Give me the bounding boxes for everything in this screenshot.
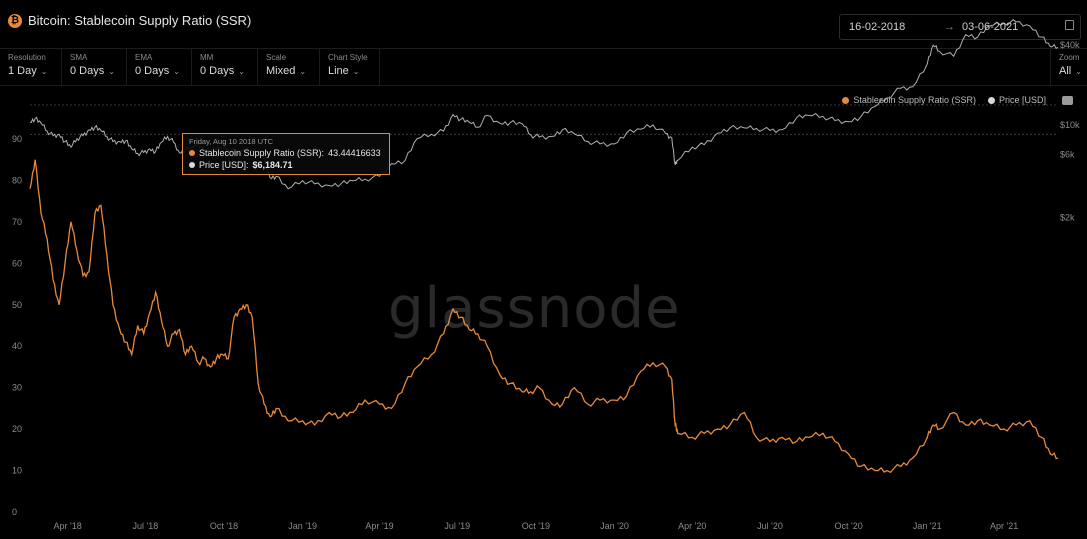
ssr-dot-icon [842, 96, 850, 104]
x-tick-label: Jul '19 [444, 521, 470, 531]
x-tick-label: Apr '21 [990, 521, 1018, 531]
legend-item-price[interactable]: Price [USD] [987, 95, 1046, 105]
x-tick-label: Oct '19 [522, 521, 550, 531]
chevron-down-icon: ⌄ [352, 67, 360, 76]
price-dot-icon [987, 96, 995, 104]
legend-label-price: Price [USD] [998, 95, 1046, 105]
chart-style-value: Line [328, 65, 349, 77]
x-tick-label: Oct '18 [210, 521, 238, 531]
x-axis: Apr '18 Jul '18 Oct '18 Jan '19 Apr '19 Jul '… [53, 521, 1018, 531]
x-tick-label: Apr '19 [365, 521, 393, 531]
tooltip-ssr-label: Stablecoin Supply Ratio (SSR): [199, 148, 325, 158]
date-to-field[interactable]: 03-06-2021 [962, 21, 1019, 33]
price-dot-icon [189, 162, 195, 168]
y-left-tick-label: 60 [12, 258, 22, 268]
resolution-value: 1 Day [8, 65, 37, 77]
resolution-label: Resolution [8, 53, 46, 62]
y-left-tick-label: 70 [12, 217, 22, 227]
chart-controls-bar: Resolution 1 Day ⌄ SMA 0 Days ⌄ EMA 0 Days… [0, 48, 1087, 86]
zoom-select[interactable]: Zoom All ⌄ [1050, 49, 1087, 85]
chart-header: ₿ Bitcoin: Stablecoin Supply Ratio (SSR)… [0, 0, 1087, 46]
watermark: glassnode [388, 276, 681, 341]
ema-label: EMA [135, 53, 153, 62]
tooltip-ssr-value: 43.44416633 [328, 148, 381, 158]
series-lines [29, 19, 1059, 474]
hover-tooltip: Friday, Aug 10 2018 UTC Stablecoin Suppl… [182, 133, 390, 175]
y-left-tick-label: 40 [12, 341, 22, 351]
y-right-tick-label: $40k [1060, 40, 1080, 50]
mm-label: MM [200, 53, 214, 62]
ssr-series-line[interactable] [29, 159, 1059, 474]
chart-style-select[interactable]: Chart Style Line ⌄ [320, 49, 380, 85]
sma-label: SMA [70, 53, 88, 62]
sma-value: 0 Days [70, 65, 105, 77]
chevron-down-icon: ⌄ [173, 67, 180, 76]
bitcoin-icon: ₿ [8, 13, 22, 28]
chevron-down-icon: ⌄ [1075, 67, 1082, 76]
x-tick-label: Jan '21 [913, 521, 942, 531]
y-left-tick-label: 10 [12, 466, 22, 476]
chevron-down-icon: ⌄ [108, 67, 115, 76]
scale-label: Scale [266, 53, 287, 62]
date-range-picker[interactable]: 16-02-2018 → 03-06-2021 [839, 14, 1081, 40]
x-tick-label: Jan '19 [288, 521, 317, 531]
y-right-tick-label: $6k [1060, 149, 1075, 159]
chevron-down-icon: ⌄ [238, 67, 245, 76]
ssr-dot-icon [189, 150, 195, 156]
title-wrap: ₿ Bitcoin: Stablecoin Supply Ratio (SSR) [8, 13, 251, 28]
mm-value: 0 Days [200, 65, 235, 77]
legend-label-ssr: Stablecoin Supply Ratio (SSR) [853, 95, 976, 105]
arrow-right-icon: → [944, 21, 955, 33]
zoom-value: All [1059, 65, 1072, 77]
tooltip-row-price: Price [USD]: $6,184.71 [189, 160, 383, 170]
page-title: Bitcoin: Stablecoin Supply Ratio (SSR) [28, 13, 252, 28]
y-axis-left: 0 10 20 30 40 50 60 70 80 90 [12, 134, 22, 517]
x-tick-label: Oct '20 [835, 521, 863, 531]
camera-icon[interactable] [1062, 95, 1073, 105]
x-tick-label: Jul '18 [132, 521, 158, 531]
x-tick-label: Jul '20 [757, 521, 783, 531]
y-left-tick-label: 90 [12, 134, 22, 144]
chart-legend: Stablecoin Supply Ratio (SSR) Price [USD… [842, 95, 1073, 105]
y-right-tick-label: $2k [1060, 213, 1075, 223]
chevron-down-icon: ⌄ [299, 67, 307, 76]
mm-select[interactable]: MM 0 Days ⌄ [192, 49, 258, 85]
tooltip-price-value: $6,184.71 [252, 160, 293, 170]
chevron-down-icon: ⌄ [40, 67, 48, 76]
ema-value: 0 Days [135, 65, 170, 77]
tooltip-date: Friday, Aug 10 2018 UTC [189, 137, 274, 146]
chart-style-label: Chart Style [328, 53, 368, 62]
y-left-tick-label: 50 [12, 300, 22, 310]
y-left-tick-label: 0 [12, 507, 17, 517]
y-left-tick-label: 80 [12, 175, 22, 185]
y-axis-right: $2k $6k $10k $40k [1060, 40, 1080, 223]
date-from-field[interactable]: 16-02-2018 [849, 21, 906, 33]
tooltip-price-label: Price [USD]: [199, 160, 249, 170]
y-left-tick-label: 30 [12, 383, 22, 393]
y-right-tick-label: $10k [1060, 120, 1080, 130]
zoom-label: Zoom [1059, 53, 1080, 62]
scale-value: Mixed [266, 65, 296, 77]
x-tick-label: Apr '18 [53, 521, 81, 531]
reference-lines [30, 104, 1058, 135]
calendar-icon[interactable] [1065, 20, 1074, 30]
legend-item-ssr[interactable]: Stablecoin Supply Ratio (SSR) [842, 95, 976, 105]
y-left-tick-label: 20 [12, 424, 22, 434]
x-tick-label: Jan '20 [600, 521, 629, 531]
ema-select[interactable]: EMA 0 Days ⌄ [127, 49, 192, 85]
resolution-select[interactable]: Resolution 1 Day ⌄ [0, 49, 62, 85]
scale-select[interactable]: Scale Mixed ⌄ [258, 49, 320, 85]
tooltip-row-ssr: Stablecoin Supply Ratio (SSR): 43.444166… [189, 148, 383, 158]
price-series-line[interactable] [29, 19, 1059, 190]
x-tick-label: Apr '20 [678, 521, 706, 531]
sma-select[interactable]: SMA 0 Days ⌄ [62, 49, 127, 85]
